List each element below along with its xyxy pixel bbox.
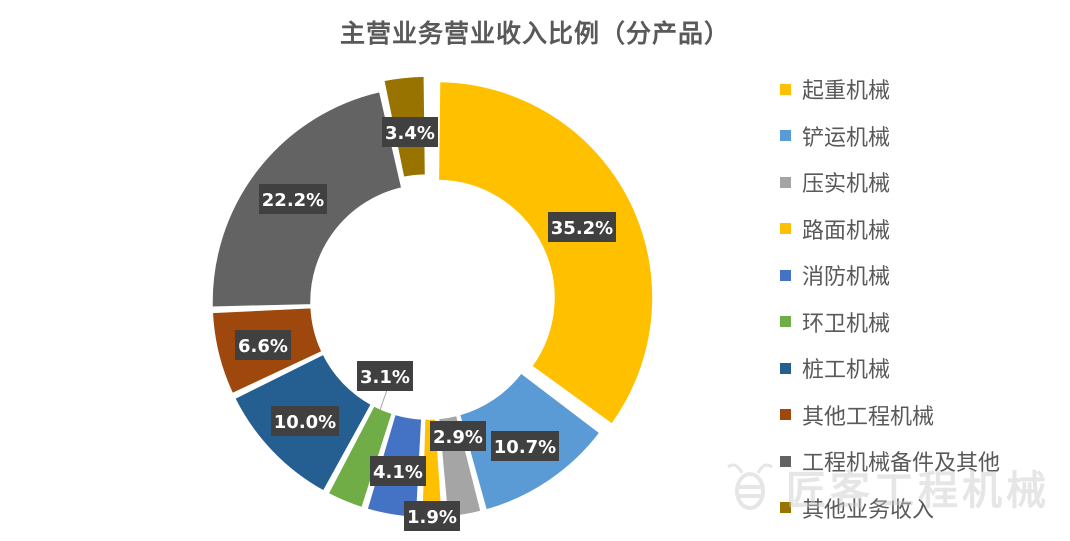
legend-item: 桩工机械 <box>780 345 1070 392</box>
leader-line <box>379 389 388 411</box>
data-label-text: 2.9% <box>433 427 483 448</box>
legend-item: 压实机械 <box>780 159 1070 206</box>
legend-swatch <box>780 176 791 188</box>
slice-6 <box>327 404 394 509</box>
data-label-1: 35.2% <box>548 212 616 242</box>
legend-label: 铲运机械 <box>802 125 891 151</box>
legend-item: 其他工程机械 <box>780 392 1070 439</box>
data-label-box <box>548 212 616 242</box>
legend-item: 工程机械备件及其他 <box>780 438 1070 485</box>
data-label-7: 10.0% <box>271 406 339 436</box>
legend-label: 起重机械 <box>802 79 891 105</box>
data-label-text: 22.2% <box>262 190 324 211</box>
data-label-text: 1.9% <box>407 507 457 528</box>
data-label-4: 1.9% <box>404 501 460 531</box>
legend-item: 其他业务收入 <box>780 485 1070 532</box>
data-label-text: 10.7% <box>494 437 556 458</box>
data-label-text: 3.1% <box>360 367 410 388</box>
legend-label: 其他工程机械 <box>802 404 935 430</box>
data-label-6: 3.1% <box>357 361 413 391</box>
data-label-text: 35.2% <box>551 218 613 239</box>
legend-swatch <box>780 130 791 142</box>
data-label-3: 2.9% <box>430 421 486 451</box>
legend-label: 路面机械 <box>802 218 891 244</box>
legend-label: 桩工机械 <box>802 358 891 384</box>
data-label-10: 3.4% <box>382 117 438 147</box>
slice-1 <box>437 80 654 426</box>
data-label-box <box>235 330 291 360</box>
legend-item: 环卫机械 <box>780 299 1070 346</box>
legend-item: 铲运机械 <box>780 113 1070 160</box>
data-label-2: 10.7% <box>491 431 559 461</box>
legend-swatch <box>780 83 791 95</box>
data-label-5: 4.1% <box>370 456 426 486</box>
data-label-text: 6.6% <box>238 336 288 357</box>
data-label-text: 3.4% <box>385 123 435 144</box>
data-label-text: 4.1% <box>373 462 423 483</box>
data-label-box <box>370 456 426 486</box>
data-label-box <box>259 184 327 214</box>
legend-swatch <box>780 316 791 328</box>
data-label-8: 6.6% <box>235 330 291 360</box>
chart-title: 主营业务营业收入比例（分产品） <box>339 19 730 48</box>
data-label-box <box>404 501 460 531</box>
legend-swatch <box>780 362 791 374</box>
data-label-text: 10.0% <box>274 412 336 433</box>
donut-chart: 35.2% 10.7% 2.9% 1.9% 4.1% 3.1% 10.0% 6.6% 22.2%… <box>211 75 654 531</box>
legend-label: 压实机械 <box>802 172 891 198</box>
legend-swatch <box>780 269 791 281</box>
data-label-9: 22.2% <box>259 184 327 214</box>
legend-item: 路面机械 <box>780 206 1070 253</box>
legend-swatch <box>780 502 791 514</box>
legend-swatch <box>780 223 791 235</box>
chart-legend: 起重机械铲运机械压实机械路面机械消防机械环卫机械桩工机械其他工程机械工程机械备件… <box>780 66 1070 531</box>
legend-item: 起重机械 <box>780 66 1070 113</box>
legend-swatch <box>780 409 791 421</box>
legend-label: 消防机械 <box>802 265 891 291</box>
data-label-box <box>382 117 438 147</box>
legend-item: 消防机械 <box>780 252 1070 299</box>
legend-swatch <box>780 455 791 467</box>
data-label-box <box>491 431 559 461</box>
legend-label: 工程机械备件及其他 <box>802 451 1001 477</box>
legend-label: 环卫机械 <box>802 311 891 337</box>
data-label-box <box>430 421 486 451</box>
data-label-box <box>271 406 339 436</box>
legend-label: 其他业务收入 <box>802 497 935 523</box>
data-label-box <box>357 361 413 391</box>
